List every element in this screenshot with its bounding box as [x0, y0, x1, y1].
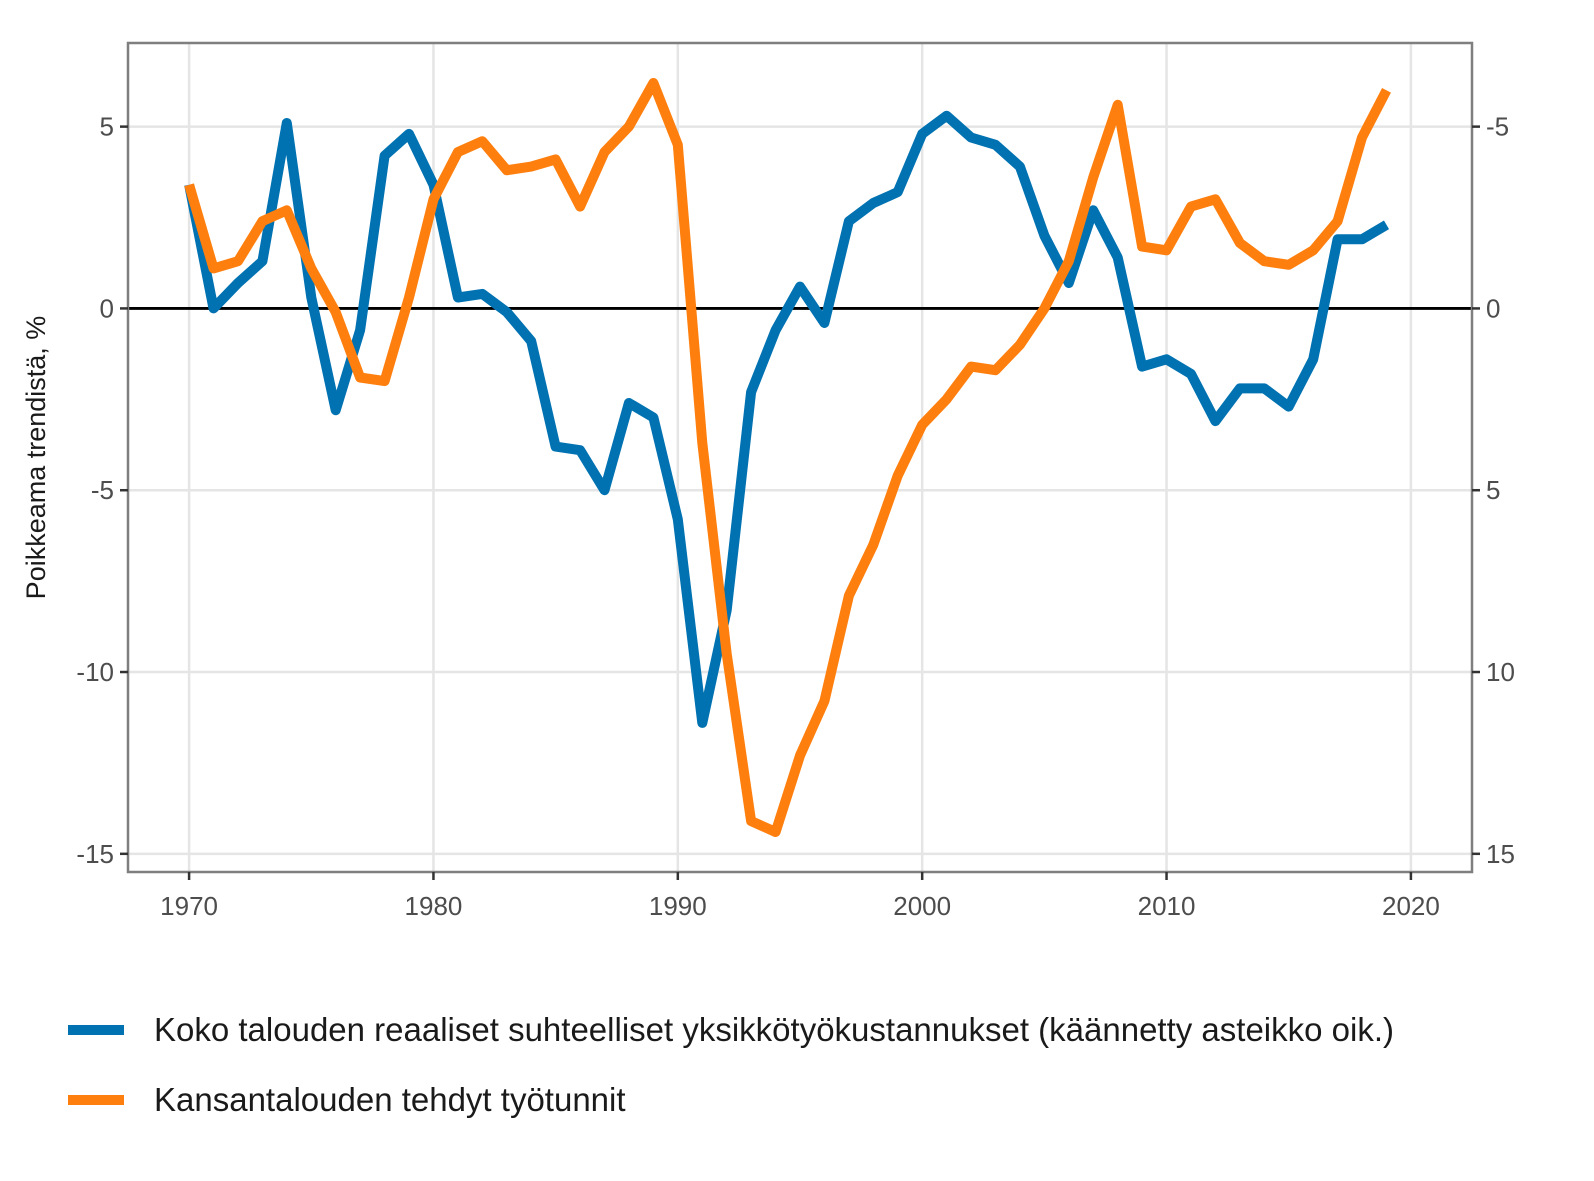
legend-key-ulc — [68, 1025, 124, 1035]
x-tick-label: 2000 — [893, 891, 951, 921]
axes: 1970 1980 1990 2000 2010 2020 5 0 -5 -10 -15 -5 0 5 10… — [76, 112, 1515, 921]
y-tick-label: -5 — [91, 475, 114, 505]
legend-label-hours: Kansantalouden tehdyt työtunnit — [154, 1081, 626, 1118]
series-lines — [184, 78, 1391, 837]
y-tick-label: 5 — [100, 112, 114, 142]
series-line-ulc — [184, 110, 1390, 728]
y-tick-label: -10 — [76, 657, 114, 687]
y2-tick-label: 0 — [1486, 293, 1500, 323]
y-axis-title: Poikkeama trendistä, % — [21, 316, 51, 600]
y2-tick-label: 15 — [1486, 839, 1515, 869]
legend-label-ulc: Koko talouden reaaliset suhteelliset yks… — [154, 1011, 1394, 1048]
y2-tick-label: 5 — [1486, 475, 1500, 505]
series-line-hours — [184, 78, 1391, 837]
x-tick-label: 1990 — [649, 891, 707, 921]
chart: 1970 1980 1990 2000 2010 2020 5 0 -5 -10 -15 -5 0 5 10… — [21, 41, 1515, 921]
x-tick-label: 1980 — [405, 891, 463, 921]
x-tick-label: 2020 — [1382, 891, 1440, 921]
legend-item-ulc: Koko talouden reaaliset suhteelliset yks… — [68, 995, 1394, 1065]
legend-key-hours — [68, 1095, 124, 1105]
y-tick-label: 0 — [100, 293, 114, 323]
y2-tick-label: -5 — [1486, 112, 1509, 142]
legend: Koko talouden reaaliset suhteelliset yks… — [68, 995, 1394, 1135]
x-tick-label: 1970 — [160, 891, 218, 921]
x-tick-label: 2010 — [1138, 891, 1196, 921]
y2-tick-label: 10 — [1486, 657, 1515, 687]
plot-frame — [126, 41, 1474, 874]
legend-item-hours: Kansantalouden tehdyt työtunnit — [68, 1065, 1394, 1135]
y-tick-label: -15 — [76, 839, 114, 869]
